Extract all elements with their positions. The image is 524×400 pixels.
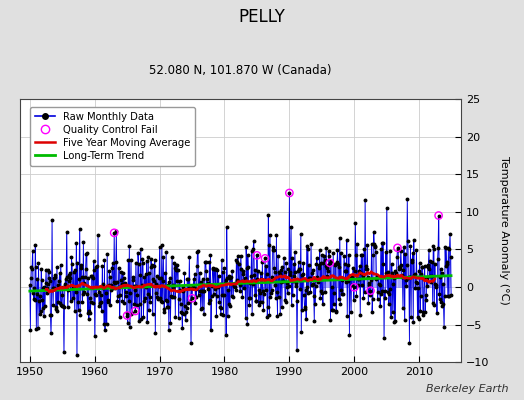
Point [110, 230, 118, 236]
Point [123, 312, 132, 319]
Text: Berkeley Earth: Berkeley Earth [426, 384, 508, 394]
Legend: Raw Monthly Data, Quality Control Fail, Five Year Moving Average, Long-Term Tren: Raw Monthly Data, Quality Control Fail, … [29, 107, 195, 166]
Point [131, 308, 139, 314]
Y-axis label: Temperature Anomaly (°C): Temperature Anomaly (°C) [499, 156, 509, 305]
Point [188, 295, 196, 302]
Point [285, 190, 293, 196]
Point [434, 212, 443, 219]
Point [350, 284, 358, 290]
Point [394, 245, 402, 251]
Title: 52.080 N, 101.870 W (Canada): 52.080 N, 101.870 W (Canada) [149, 64, 332, 77]
Point [261, 255, 269, 262]
Point [253, 252, 261, 258]
Point [326, 260, 334, 266]
Text: PELLY: PELLY [238, 8, 286, 26]
Point [366, 288, 375, 294]
